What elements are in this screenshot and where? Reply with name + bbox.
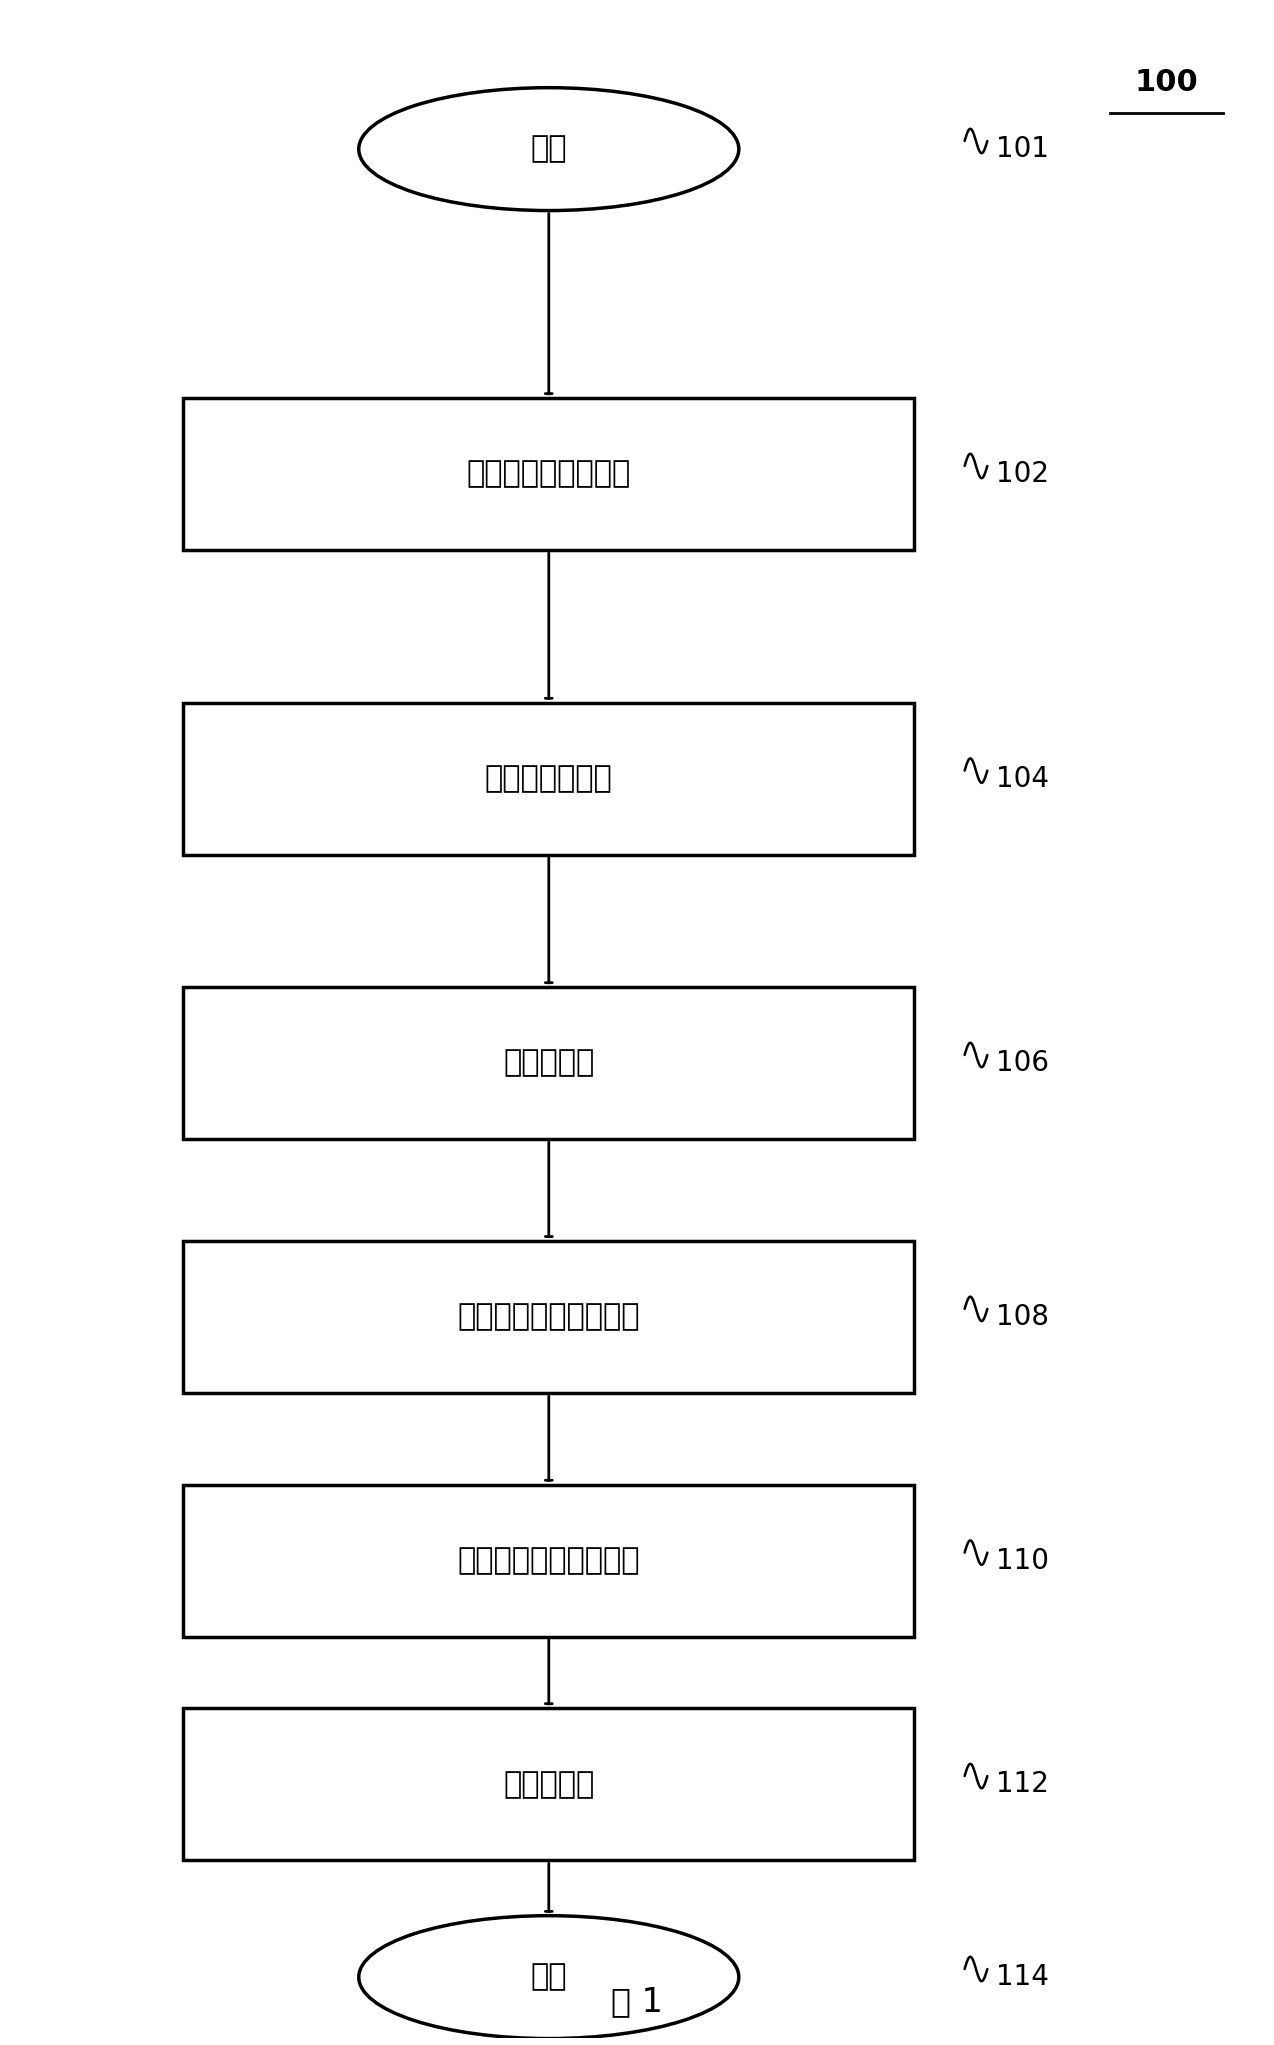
FancyBboxPatch shape [183, 1241, 915, 1393]
FancyBboxPatch shape [183, 1708, 915, 1861]
Text: 在衬底上设置纳米管: 在衬底上设置纳米管 [466, 460, 631, 489]
Ellipse shape [359, 1916, 739, 2039]
Text: 图 1: 图 1 [612, 1986, 662, 2018]
Text: 形成电接触: 形成电接触 [503, 1769, 595, 1800]
Text: 114: 114 [996, 1963, 1049, 1992]
Text: 110: 110 [996, 1546, 1049, 1575]
Text: 106: 106 [996, 1049, 1049, 1078]
Text: 形成第一漏极／源极区: 形成第一漏极／源极区 [457, 1303, 640, 1331]
Text: 形成栅电极: 形成栅电极 [503, 1049, 595, 1078]
Text: 结束: 结束 [530, 1963, 567, 1992]
Text: 104: 104 [996, 765, 1049, 793]
Text: 形成栅极介质层: 形成栅极介质层 [485, 765, 613, 793]
Text: 形成第二漏极／源极区: 形成第二漏极／源极区 [457, 1546, 640, 1575]
FancyBboxPatch shape [183, 703, 915, 855]
FancyBboxPatch shape [183, 988, 915, 1139]
FancyBboxPatch shape [183, 399, 915, 550]
FancyBboxPatch shape [183, 1485, 915, 1636]
Ellipse shape [359, 88, 739, 211]
Text: 开始: 开始 [530, 135, 567, 164]
Text: 100: 100 [1134, 67, 1198, 96]
Text: 108: 108 [996, 1303, 1049, 1331]
Text: 101: 101 [996, 135, 1049, 164]
Text: 112: 112 [996, 1771, 1049, 1798]
Text: 102: 102 [996, 460, 1049, 489]
